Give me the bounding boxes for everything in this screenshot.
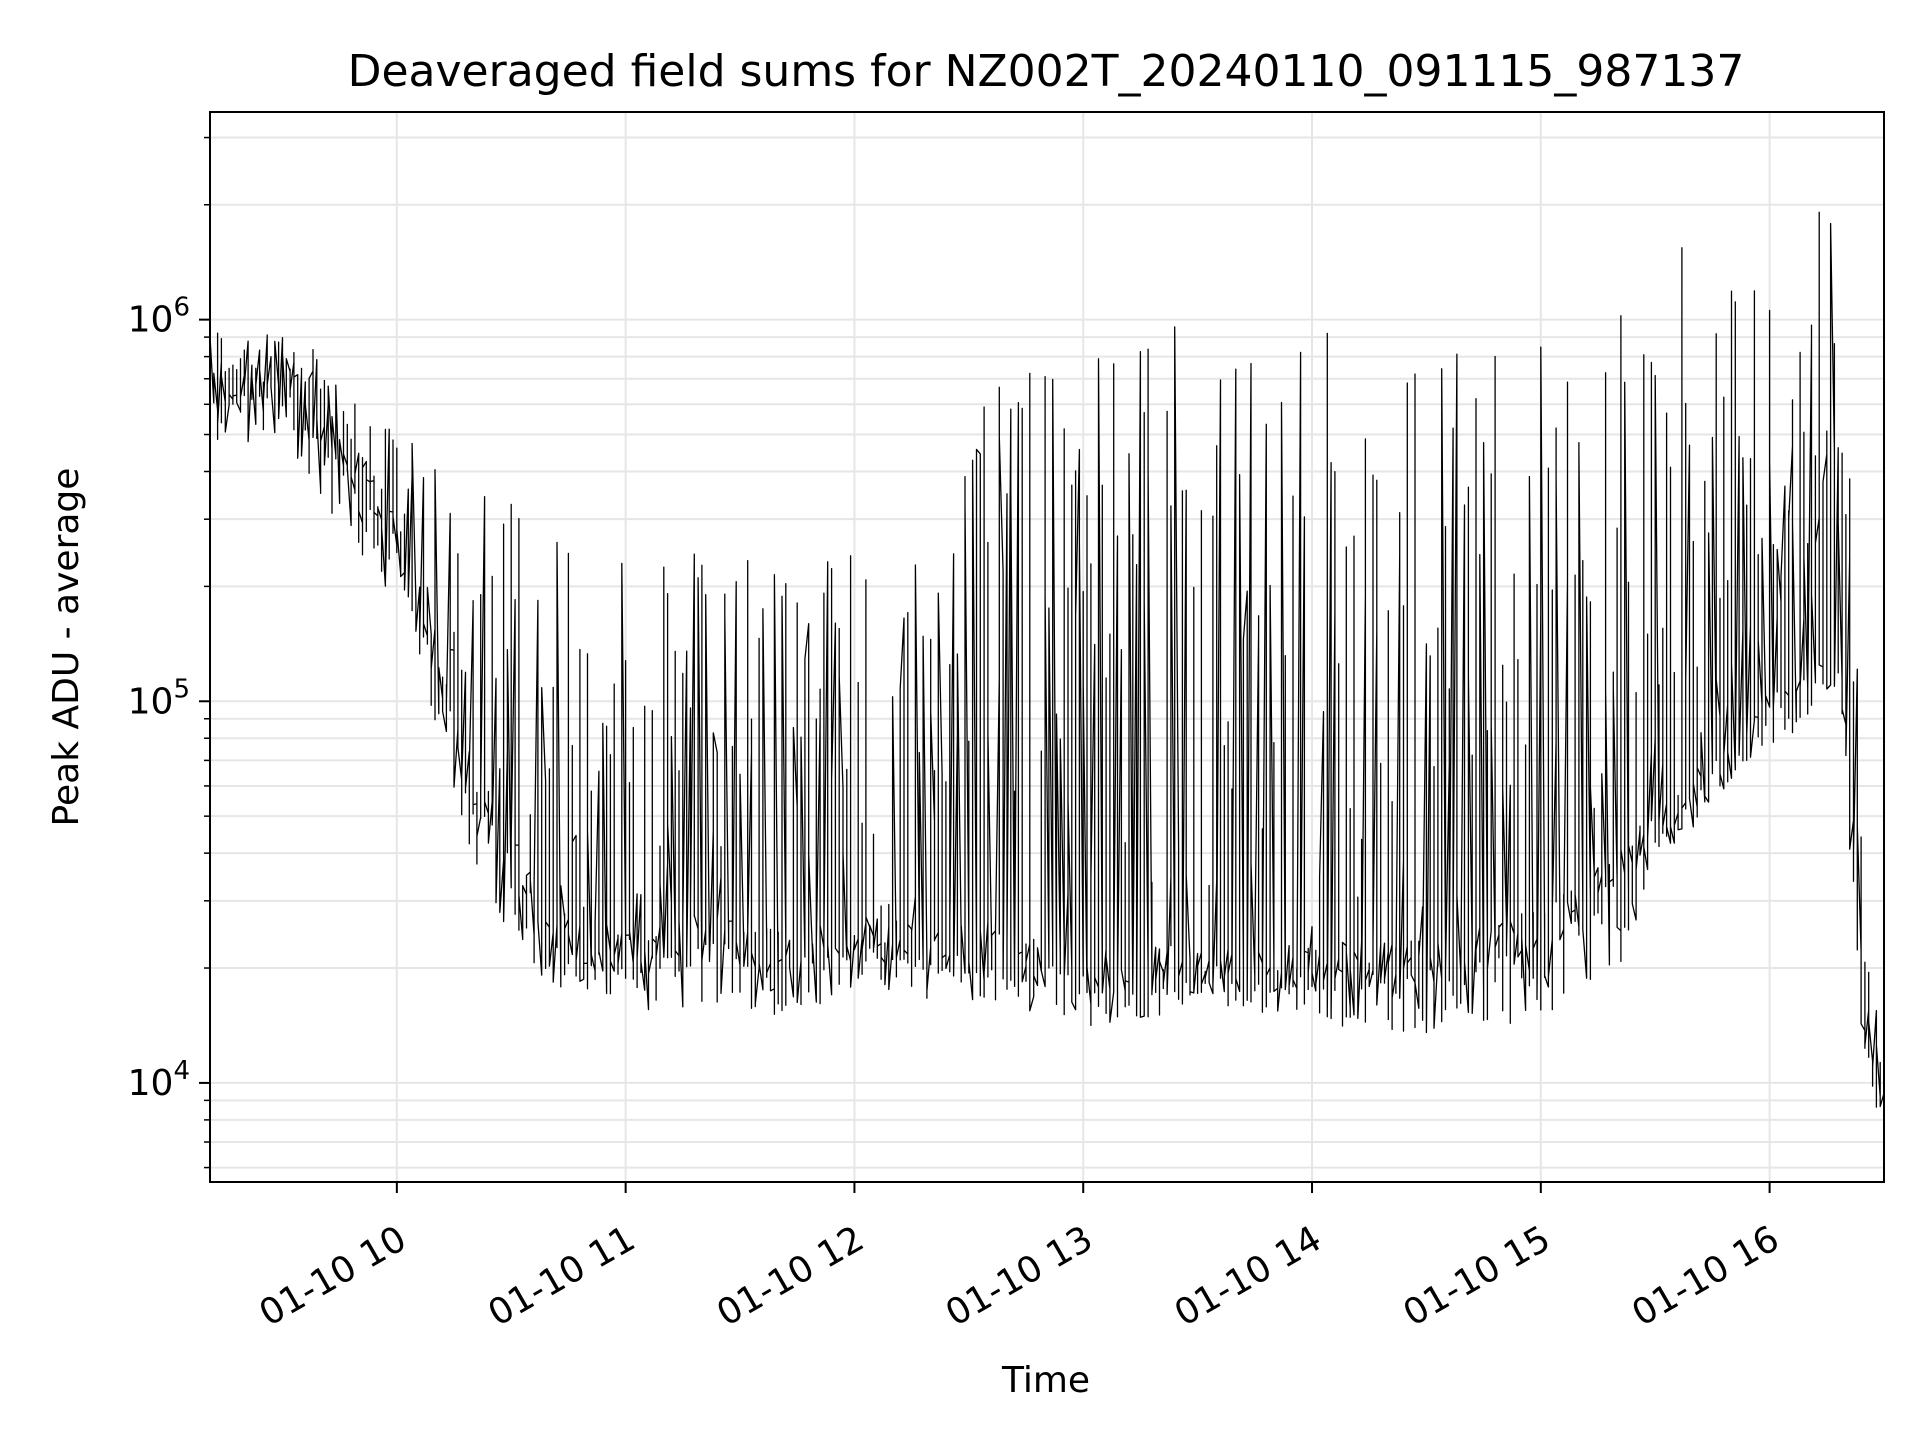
y-tick-label: 105 (128, 674, 190, 722)
x-axis-label: Time (1001, 1360, 1090, 1401)
plot-frame (209, 111, 1885, 1183)
series-line (209, 211, 1885, 1108)
chart-title: Deaveraged field sums for NZ002T_2024011… (348, 46, 1745, 97)
y-tick-label: 106 (128, 293, 190, 341)
y-axis-ticks: 104 105 106 (128, 136, 210, 1169)
y-axis-label: Peak ADU - average (46, 468, 87, 827)
series-layer (209, 211, 1885, 1108)
y-tick-label: 104 (128, 1056, 190, 1104)
